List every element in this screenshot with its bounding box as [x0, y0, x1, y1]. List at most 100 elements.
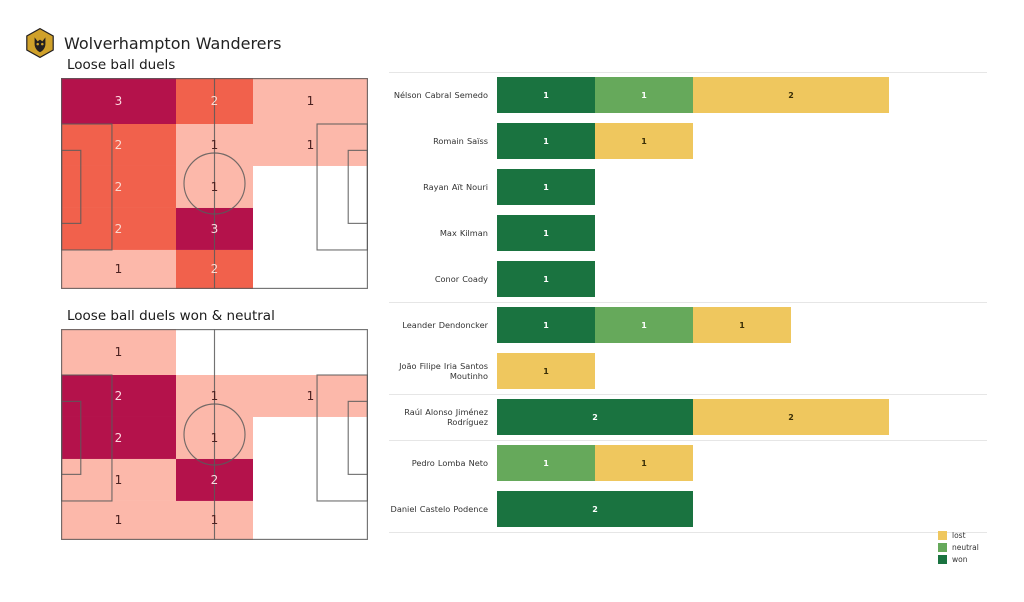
heat-cell — [61, 416, 177, 459]
stacked-bar: 1 — [497, 215, 595, 251]
bar-segment-neutral[interactable]: 1 — [595, 307, 693, 343]
heat-cell — [61, 500, 177, 540]
legend-label: lost — [952, 531, 966, 540]
heat-cell — [252, 78, 368, 124]
bar-segment-won[interactable]: 1 — [497, 169, 595, 205]
group-separator — [389, 532, 987, 533]
centre-circle — [183, 403, 246, 466]
pitch-title-total: Loose ball duels — [67, 57, 176, 73]
stacked-bar: 1 — [497, 353, 595, 389]
player-bar-row[interactable]: Pedro Lomba Neto 1 1 — [389, 440, 693, 486]
heat-cell — [252, 458, 368, 501]
bar-segment-won[interactable]: 2 — [497, 491, 693, 527]
player-name-label: Daniel Castelo Podence — [390, 503, 488, 514]
heat-cell — [252, 374, 368, 417]
group-separator — [389, 394, 987, 395]
bar-segment-lost[interactable]: 1 — [595, 445, 693, 481]
pitch-svg — [61, 78, 368, 289]
bar-segment-lost[interactable]: 2 — [693, 77, 889, 113]
heat-cell — [61, 78, 177, 124]
player-bar-row[interactable]: Conor Coady 1 — [389, 256, 595, 302]
legend-label: won — [952, 555, 968, 564]
heat-cell — [61, 207, 177, 250]
legend-item[interactable]: won — [938, 555, 979, 564]
heat-cell — [252, 329, 368, 375]
heat-cell — [252, 249, 368, 289]
page-title: Wolverhampton Wanderers — [64, 33, 282, 53]
bar-segment-lost[interactable]: 1 — [693, 307, 791, 343]
group-separator — [389, 72, 987, 73]
legend-swatch-icon — [938, 543, 947, 552]
pitch-box — [61, 149, 82, 224]
wolves-crest-icon — [26, 28, 54, 58]
pitch-box — [347, 400, 368, 475]
chart-legend: lost neutral won — [938, 531, 979, 567]
heat-cell — [61, 165, 177, 208]
pitch-box — [347, 149, 368, 224]
bar-segment-lost[interactable]: 2 — [693, 399, 889, 435]
heat-cell — [252, 416, 368, 459]
player-bar-row[interactable]: João Filipe Iria Santos Moutinho 1 — [389, 348, 595, 394]
group-separator — [389, 440, 987, 441]
player-bar-row[interactable]: Nélson Cabral Semedo 1 1 2 — [389, 72, 889, 118]
bar-segment-lost[interactable]: 1 — [595, 123, 693, 159]
stacked-bar: 1 — [497, 261, 595, 297]
pitch-svg — [61, 329, 368, 540]
bar-segment-won[interactable]: 1 — [497, 261, 595, 297]
heat-cell — [252, 500, 368, 540]
bar-segment-neutral[interactable]: 1 — [497, 445, 595, 481]
legend-item[interactable]: lost — [938, 531, 979, 540]
bar-segment-won[interactable]: 1 — [497, 123, 595, 159]
bar-segment-lost[interactable]: 1 — [497, 353, 595, 389]
heat-cell — [61, 458, 177, 501]
legend-label: neutral — [952, 543, 979, 552]
player-bar-row[interactable]: Daniel Castelo Podence 2 — [389, 486, 693, 532]
bar-segment-neutral[interactable]: 1 — [595, 77, 693, 113]
bar-segment-won[interactable]: 1 — [497, 215, 595, 251]
player-name-label: Max Kilman — [439, 227, 488, 238]
legend-swatch-icon — [938, 555, 947, 564]
bar-segment-won[interactable]: 2 — [497, 399, 693, 435]
heat-cell — [61, 249, 177, 289]
player-name-label: Romain Saïss — [433, 135, 488, 146]
group-separator — [389, 302, 987, 303]
player-bar-row[interactable]: Max Kilman 1 — [389, 210, 595, 256]
bar-segment-won[interactable]: 1 — [497, 307, 595, 343]
player-bar-row[interactable]: Rayan Aït Nouri 1 — [389, 164, 595, 210]
player-name-label: Rayan Aït Nouri — [423, 181, 488, 192]
stacked-bar: 2 — [497, 491, 693, 527]
heat-cell — [252, 165, 368, 208]
heat-cell — [252, 207, 368, 250]
heat-cell — [61, 374, 177, 417]
player-name-label: João Filipe Iria Santos Moutinho — [399, 360, 488, 382]
legend-item[interactable]: neutral — [938, 543, 979, 552]
player-name-label: Pedro Lomba Neto — [411, 457, 488, 468]
player-bar-row[interactable]: Raúl Alonso Jiménez Rodríguez 2 2 — [389, 394, 889, 440]
page-header: Wolverhampton Wanderers — [26, 28, 281, 58]
player-name-label: Leander Dendoncker — [402, 319, 488, 330]
player-name-label: Conor Coady — [434, 273, 488, 284]
pitch-box — [61, 400, 82, 475]
player-duels-bar-chart: Nélson Cabral Semedo 1 1 2 Romain Saïss 1 1 Ray… — [389, 72, 989, 533]
player-bar-row[interactable]: Leander Dendoncker 1 1 1 — [389, 302, 791, 348]
heat-cell — [252, 123, 368, 166]
player-name-label: Raúl Alonso Jiménez Rodríguez — [404, 406, 488, 428]
player-bar-row[interactable]: Romain Saïss 1 1 — [389, 118, 693, 164]
heat-cell — [61, 329, 177, 375]
pitch-title-won-neutral: Loose ball duels won & neutral — [67, 308, 275, 324]
stacked-bar: 1 — [497, 169, 595, 205]
player-name-label: Nélson Cabral Semedo — [393, 89, 488, 100]
bar-segment-won[interactable]: 1 — [497, 77, 595, 113]
centre-circle — [183, 152, 246, 215]
legend-swatch-icon — [938, 531, 947, 540]
heat-cell — [61, 123, 177, 166]
